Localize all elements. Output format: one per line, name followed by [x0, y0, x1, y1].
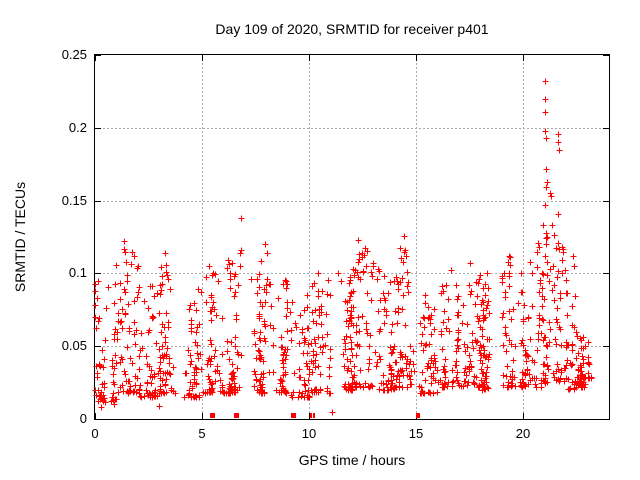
zero-tick-marker	[313, 413, 315, 418]
x-tick-label: 20	[516, 426, 530, 441]
tick-marks	[95, 55, 609, 420]
y-tick-label: 0.15	[62, 193, 87, 208]
zero-square-marker	[210, 413, 215, 418]
gridlines	[95, 55, 609, 419]
y-tick-label: 0.1	[69, 265, 87, 280]
plot-border	[94, 54, 610, 420]
x-tick-label: 5	[198, 426, 205, 441]
data-points	[92, 78, 595, 416]
zero-tick-marker	[310, 413, 312, 418]
x-axis-label: GPS time / hours	[298, 452, 406, 468]
x-tick-label: 15	[409, 426, 423, 441]
x-tick-label: 0	[91, 426, 98, 441]
y-tick-label: 0	[80, 411, 87, 426]
zero-square-marker	[291, 413, 296, 418]
y-tick-label: 0.2	[69, 120, 87, 135]
zero-tick-marker	[416, 413, 418, 418]
zero-tick-marker	[418, 413, 420, 418]
zero-square-marker	[234, 413, 239, 418]
y-tick-label: 0.25	[62, 47, 87, 62]
y-tick-label: 0.05	[62, 338, 87, 353]
x-tick-label: 10	[302, 426, 316, 441]
chart-title: Day 109 of 2020, SRMTID for receiver p40…	[215, 21, 489, 37]
